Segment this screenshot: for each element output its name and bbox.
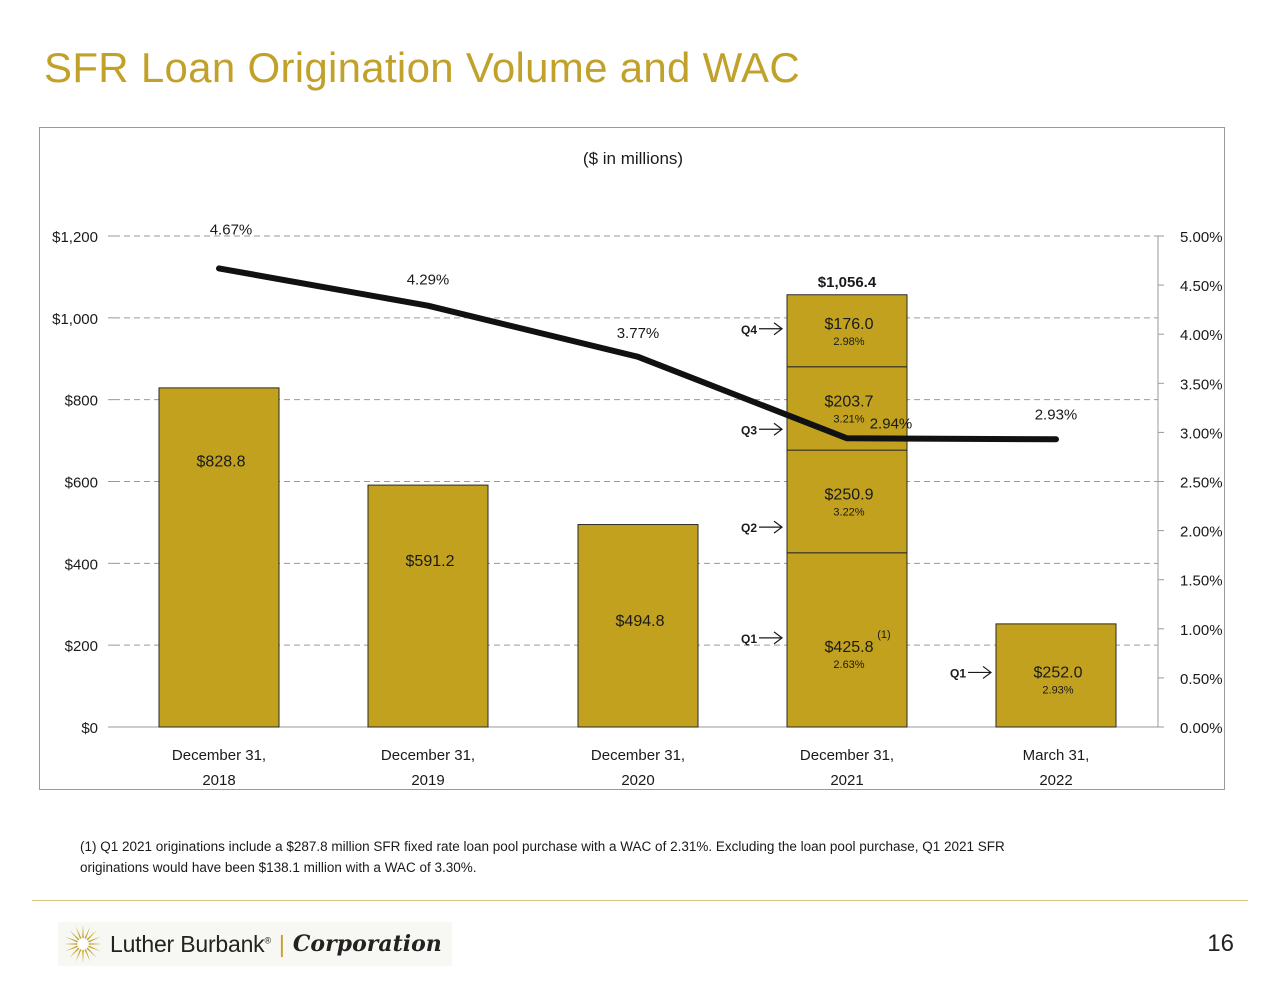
wac-line <box>216 265 1059 443</box>
sun-ray <box>69 930 80 941</box>
chart-subtitle: ($ in millions) <box>583 149 683 168</box>
bar-value-label: $252.0 <box>1034 664 1083 681</box>
y-right-tick-label: 3.00% <box>1180 425 1223 442</box>
sun-ray <box>82 925 84 939</box>
footnote-line-1: (1) Q1 2021 originations include a $287.… <box>80 839 1005 854</box>
quarter-arrow-head <box>773 631 783 645</box>
sunburst-icon <box>64 925 102 963</box>
quarter-arrow-head <box>773 322 783 336</box>
y-left-tick-label: $200 <box>65 638 98 655</box>
sun-ray <box>82 949 84 963</box>
sun-ray <box>75 949 82 962</box>
bar-segment-q1 <box>995 623 1117 728</box>
x-tick-label-line1: December 31, <box>381 747 475 764</box>
bar-value-label: $176.0 <box>825 316 874 333</box>
bar-wac-label: 2.98% <box>833 336 864 348</box>
bar-value-label: $828.8 <box>197 453 246 470</box>
bar-value-label: $425.8 <box>825 639 874 656</box>
quarter-label-q2: Q2 <box>741 521 757 535</box>
bar-value-label: $494.8 <box>616 613 665 630</box>
chart-frame: ($ in millions) $0 $200 $400 $600 $800 $1,000 $… <box>39 127 1225 790</box>
footer-divider <box>32 900 1248 901</box>
x-tick-label-line2: 2018 <box>202 772 235 789</box>
sun-ray <box>88 945 101 952</box>
bar-total-label: $1,056.4 <box>818 274 877 291</box>
bar-value-label: $591.2 <box>406 553 455 570</box>
y-right-tick-label: 2.50% <box>1180 475 1223 492</box>
wac-point-label: 3.77% <box>617 325 660 342</box>
y-left-tick-label: $600 <box>65 475 98 492</box>
x-tick-label-line1: December 31, <box>591 747 685 764</box>
bar-wac-label: 2.63% <box>833 659 864 671</box>
y-right-tick-label: 5.00% <box>1180 229 1223 246</box>
bar-segment-q1 <box>786 552 908 728</box>
y-left-tick-label: $800 <box>65 393 98 410</box>
bar <box>577 524 699 728</box>
y-left-tick-label: $0 <box>81 720 98 737</box>
y-right-tick-label: 4.50% <box>1180 278 1223 295</box>
quarter-label-q4: Q4 <box>741 323 757 337</box>
bar <box>158 387 280 728</box>
x-tick-label-line2: 2019 <box>411 772 444 789</box>
y-right-tick-label: 4.00% <box>1180 327 1223 344</box>
chart: ($ in millions) $0 $200 $400 $600 $800 $1,000 $… <box>52 149 1223 789</box>
quarter-label-q3: Q3 <box>741 423 757 437</box>
sun-ray <box>84 926 91 939</box>
quarter-arrow-head <box>982 665 992 679</box>
x-tick-label-line2: 2020 <box>621 772 654 789</box>
footnote-marker: (1) <box>877 629 890 641</box>
sun-ray <box>86 947 97 958</box>
sun-ray <box>86 930 97 941</box>
bar <box>367 484 489 728</box>
logo-name: Luther Burbank® <box>110 930 271 957</box>
bar-wac-label: 2.93% <box>1042 684 1073 696</box>
wac-point-label: 4.67% <box>210 221 253 238</box>
sun-ray <box>69 947 80 958</box>
footnote: (1) Q1 2021 originations include a $287.… <box>80 836 1200 878</box>
bar-value-label: $203.7 <box>825 393 874 410</box>
page-title: SFR Loan Origination Volume and WAC <box>44 44 800 91</box>
quarter-arrow-head <box>773 422 783 436</box>
y-left-tick-label: $1,200 <box>52 229 98 246</box>
x-tick-label-line1: December 31, <box>800 747 894 764</box>
sun-ray <box>88 943 102 945</box>
x-tick-label-line1: March 31, <box>1023 747 1090 764</box>
y-right-tick-label: 1.50% <box>1180 573 1223 590</box>
sun-ray <box>88 936 101 943</box>
quarter-label-q1: Q1 <box>741 632 757 646</box>
sun-ray <box>75 926 82 939</box>
y-right-tick-label: 2.00% <box>1180 524 1223 541</box>
y-right-tick-label: 3.50% <box>1180 376 1223 393</box>
y-left-tick-label: $1,000 <box>52 311 98 328</box>
bar-value-label: $250.9 <box>825 486 874 503</box>
sun-ray <box>64 943 78 945</box>
company-logo: Luther Burbank® | Corporation <box>58 922 452 966</box>
x-tick-label-line2: 2022 <box>1039 772 1072 789</box>
bar-wac-label: 3.21% <box>833 413 864 425</box>
quarter-arrow-head <box>773 520 783 534</box>
bar-segment-q2 <box>786 449 908 554</box>
wac-point-label: 2.93% <box>1035 406 1078 423</box>
wac-point-label: 4.29% <box>407 272 450 289</box>
quarter-label-q1: Q1 <box>950 666 966 680</box>
bar-wac-label: 3.22% <box>833 506 864 518</box>
registered-mark: ® <box>264 934 271 945</box>
logo-corporation: Corporation <box>292 931 442 957</box>
x-tick-label-line1: December 31, <box>172 747 266 764</box>
x-tick-label-line2: 2021 <box>830 772 863 789</box>
y-right-tick-label: 0.00% <box>1180 720 1223 737</box>
y-left-tick-label: $400 <box>65 556 98 573</box>
wac-point-label: 2.94% <box>870 415 913 432</box>
logo-separator: | <box>278 930 285 957</box>
page-number: 16 <box>1207 930 1234 957</box>
y-right-tick-label: 1.00% <box>1180 622 1223 639</box>
y-right-tick-label: 0.50% <box>1180 671 1223 688</box>
sun-ray <box>65 945 78 952</box>
sun-ray <box>84 949 91 962</box>
bar-segment-q4 <box>786 294 908 368</box>
sun-ray <box>65 936 78 943</box>
footnote-line-2: originations would have been $138.1 mill… <box>80 860 477 875</box>
